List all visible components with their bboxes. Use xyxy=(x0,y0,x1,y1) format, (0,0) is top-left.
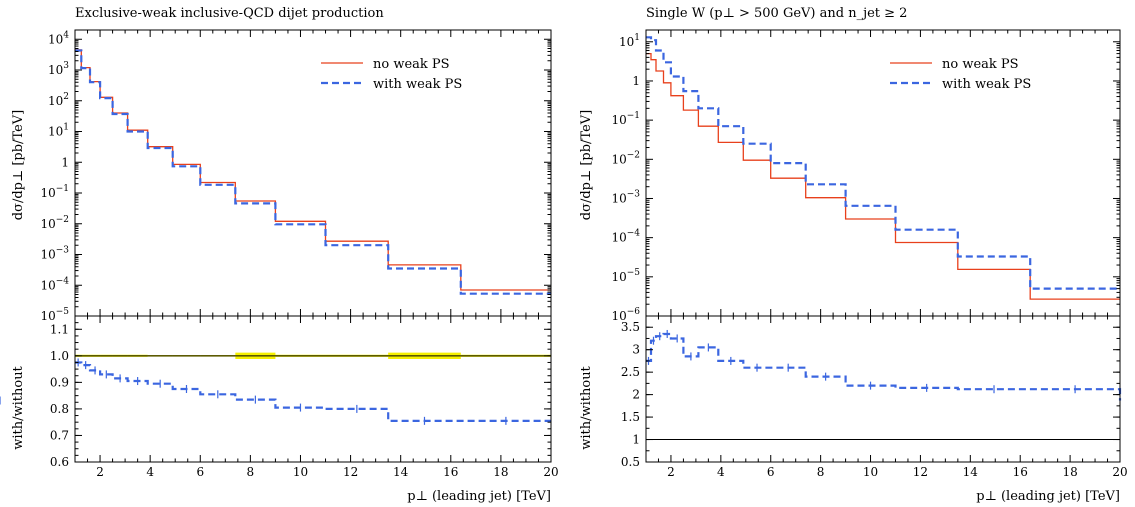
right-ratio-plot: 2 4 6 8 10 12 14 16 18 20 0.5 1 1.5 2 2.5 3 3.5 xyxy=(0,315,1128,479)
x-tick-label: 2 xyxy=(667,465,675,479)
y-tick-label: 10−5 xyxy=(40,307,69,323)
x-tick-label: 10 xyxy=(293,465,308,479)
x-tick-label: 8 xyxy=(247,465,255,479)
y-tick-label: 1.1 xyxy=(50,322,69,336)
right-chart-title: Single W (p⊥ > 500 GeV) and n_jet ≥ 2 xyxy=(646,6,907,21)
y-tick-label: 0.8 xyxy=(50,402,69,416)
x-tick-label: 12 xyxy=(913,465,928,479)
right-x-axis-label: p⊥ (leading jet) [TeV] xyxy=(976,489,1120,504)
x-tick-label: 4 xyxy=(717,465,725,479)
y-tick-label: 1.0 xyxy=(50,349,69,363)
y-tick-label: 0.7 xyxy=(50,428,69,442)
x-tick-label: 8 xyxy=(817,465,825,479)
left-x-axis-label: p⊥ (leading jet) [TeV] xyxy=(407,489,551,504)
series-line-no-weak-PS xyxy=(75,49,551,291)
plot-frame xyxy=(74,29,552,317)
y-tick-label: 1.5 xyxy=(621,410,640,424)
y-tick-label: 10−1 xyxy=(40,184,69,200)
x-tick-label: 6 xyxy=(767,465,775,479)
legend-label: with weak PS xyxy=(942,77,1031,92)
legend-label: no weak PS xyxy=(942,57,1019,72)
left-chart-title: Exclusive-weak inclusive-QCD dijet produ… xyxy=(75,6,384,21)
y-tick-label: 10−4 xyxy=(40,276,69,292)
legend-label: with weak PS xyxy=(373,77,462,92)
x-tick-label: 14 xyxy=(393,465,409,479)
y-tick-label: 104 xyxy=(48,30,69,46)
x-tick-label: 20 xyxy=(1112,465,1127,479)
y-tick-label: 101 xyxy=(48,123,69,139)
x-tick-label: 20 xyxy=(543,465,558,479)
x-tick-label: 10 xyxy=(863,465,878,479)
plot-frame xyxy=(645,315,1121,463)
x-tick-label: 12 xyxy=(343,465,358,479)
right-y-axis-label: dσ/dp⊥ [pb/TeV] xyxy=(579,110,594,221)
x-tick-label: 16 xyxy=(443,465,458,479)
y-tick-label: 10−2 xyxy=(611,150,640,166)
y-tick-label: 10−6 xyxy=(611,307,640,323)
right-main-plot: 101 1 10−1 10−2 10−3 10−4 10−5 10−6 no weak PS wi… xyxy=(611,29,1121,323)
y-tick-label: 0.6 xyxy=(50,455,69,469)
x-tick-label: 14 xyxy=(963,465,979,479)
x-tick-label: 18 xyxy=(1062,465,1077,479)
series-line-with-weak-PS xyxy=(75,361,551,422)
y-tick-label: 1 xyxy=(632,433,640,447)
x-tick-label: 6 xyxy=(196,465,204,479)
y-tick-label: 0.9 xyxy=(50,375,69,389)
y-tick-label: 103 xyxy=(48,61,69,77)
y-tick-label: 10−2 xyxy=(40,215,69,231)
plot-frame xyxy=(645,29,1121,317)
left-ratio-plot: 2 4 6 8 10 12 14 16 18 20 0.6 0.7 0.8 0.9 1.0 1.1 xyxy=(50,315,559,479)
y-tick-label: 10−4 xyxy=(611,229,640,245)
x-tick-label: 18 xyxy=(493,465,508,479)
legend-label: no weak PS xyxy=(373,57,450,72)
y-tick-label: 2 xyxy=(632,388,640,402)
y-tick-label: 1 xyxy=(632,74,640,88)
plot-frame xyxy=(74,315,552,463)
x-tick-label: 4 xyxy=(146,465,154,479)
y-tick-label: 3.5 xyxy=(621,320,640,334)
y-tick-label: 10−3 xyxy=(40,246,69,262)
y-tick-label: 102 xyxy=(48,92,69,108)
right-ratio-y-axis-label: with/without xyxy=(579,365,594,449)
series-line-with-weak-PS xyxy=(646,36,1120,290)
y-tick-label: 2.5 xyxy=(621,365,640,379)
left-ratio-y-axis-label: with/without xyxy=(11,365,26,449)
x-tick-label: 2 xyxy=(96,465,104,479)
y-tick-label: 10−1 xyxy=(611,111,640,127)
y-tick-label: 0.5 xyxy=(621,455,640,469)
y-tick-label: 3 xyxy=(632,343,640,357)
series-line-no-weak-PS xyxy=(646,52,1120,300)
left-y-axis-label: dσ/dp⊥ [pb/TeV] xyxy=(11,110,26,221)
y-tick-label: 10−3 xyxy=(611,189,640,205)
left-main-plot: 104 103 102 101 1 10−1 10−2 10−3 10−4 10−5 no weak… xyxy=(40,29,552,323)
y-tick-label: 10−5 xyxy=(611,268,640,284)
series-line-with-weak-PS xyxy=(646,332,1122,401)
series-line-with-weak-PS xyxy=(75,49,551,295)
y-tick-label: 101 xyxy=(619,33,640,49)
x-tick-label: 16 xyxy=(1013,465,1028,479)
y-tick-label: 1 xyxy=(61,155,69,169)
